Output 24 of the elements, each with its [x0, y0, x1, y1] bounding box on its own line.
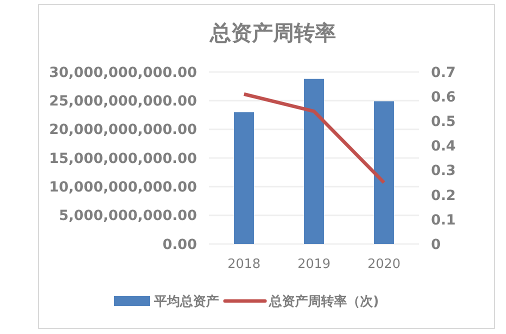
y2-tick-label: 0.4 — [431, 138, 456, 155]
y-tick-label: 20,000,000,000.00 — [49, 122, 198, 138]
y-tick-label: 30,000,000,000.00 — [49, 64, 198, 81]
bar — [304, 78, 324, 244]
y-tick-label: 25,000,000,000.00 — [49, 94, 198, 110]
legend-label: 平均总资产 — [153, 294, 219, 310]
legend-label: 总资产周转率（次) — [268, 294, 379, 310]
chart-title: 总资产周转率 — [209, 21, 336, 45]
y-tick-label: 5,000,000,000.00 — [58, 208, 198, 224]
y2-tick-label: 0.7 — [431, 64, 456, 81]
y2-tick-label: 0 — [431, 236, 441, 253]
y2-tick-label: 0.6 — [431, 89, 456, 106]
bar — [234, 112, 254, 244]
y2-tick-label: 0.5 — [431, 114, 456, 130]
y2-tick-label: 0.1 — [431, 212, 456, 228]
x-tick-label: 2018 — [227, 257, 261, 272]
y-tick-label: 0.00 — [162, 236, 198, 253]
bar — [374, 101, 394, 244]
y-tick-label: 15,000,000,000.00 — [49, 150, 198, 167]
x-tick-label: 2020 — [367, 257, 401, 272]
y-tick-label: 10,000,000,000.00 — [49, 180, 198, 196]
y2-tick-label: 0.3 — [431, 163, 456, 180]
y2-tick-label: 0.2 — [431, 188, 456, 204]
x-tick-label: 2019 — [297, 257, 331, 272]
